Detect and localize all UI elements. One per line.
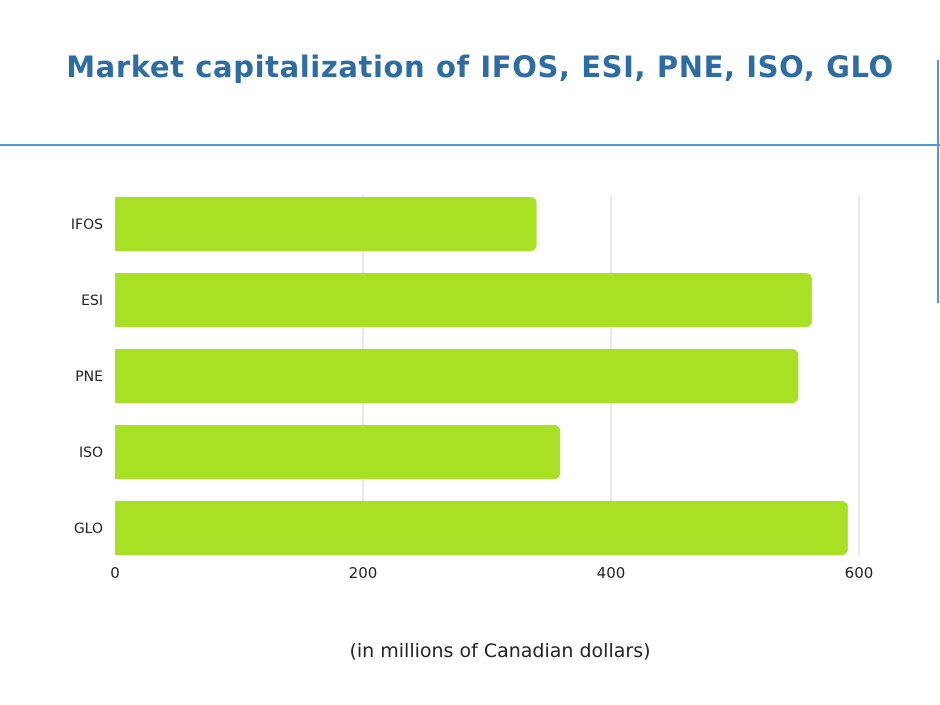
x-tick-label: 600 [845, 564, 874, 582]
horizontal-divider [0, 144, 940, 146]
y-axis-labels: IFOS ESI PNE ISO GLO [71, 217, 103, 537]
y-tick-label: PNE [75, 369, 103, 385]
x-tick-label: 400 [597, 564, 626, 582]
chart-title: Market capitalization of IFOS, ESI, PNE,… [66, 50, 894, 84]
y-tick-label: IFOS [71, 217, 103, 233]
y-tick-label: GLO [74, 521, 103, 537]
x-axis-labels: 0 200 400 600 [110, 564, 873, 582]
bar-edge [115, 349, 123, 403]
bar-iso [115, 425, 561, 479]
bar-pne [115, 349, 799, 403]
bar-ifos [115, 197, 537, 251]
bar-esi [115, 273, 812, 327]
y-tick-label: ESI [81, 293, 103, 309]
bars [115, 197, 848, 555]
bar-edge [115, 425, 123, 479]
bar-edge [115, 197, 123, 251]
x-tick-label: 0 [110, 564, 120, 582]
y-tick-label: ISO [79, 445, 103, 461]
bar-edge [115, 273, 123, 327]
x-axis-label: (in millions of Canadian dollars) [349, 640, 651, 662]
vertical-divider [937, 60, 939, 303]
bar-edge [115, 501, 123, 555]
x-tick-label: 200 [349, 564, 378, 582]
bar-glo [115, 501, 848, 555]
